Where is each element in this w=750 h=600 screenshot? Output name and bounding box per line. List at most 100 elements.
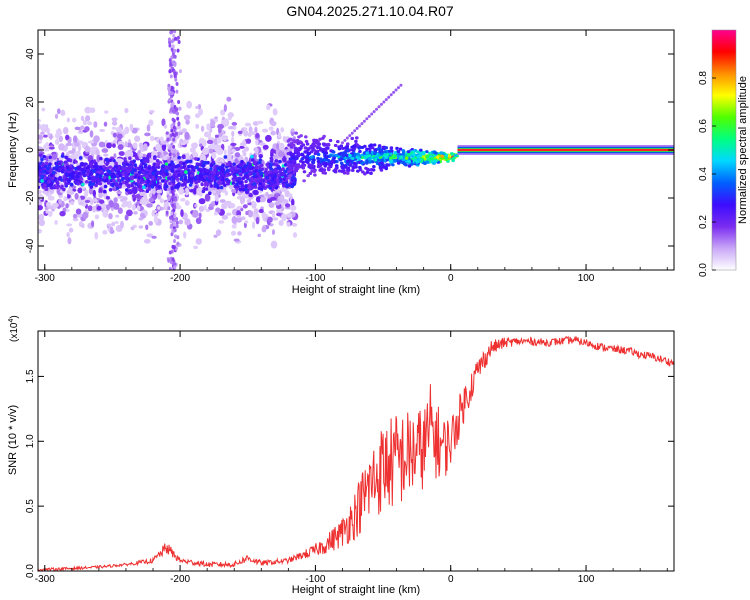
heatmap-cell <box>39 153 43 158</box>
heatmap-cell <box>117 207 123 214</box>
heatmap-cell <box>152 188 156 195</box>
heatmap-cell <box>251 200 255 207</box>
heatmap-cell <box>242 151 247 157</box>
heatmap-cell <box>272 183 276 188</box>
heatmap-cell <box>47 210 53 217</box>
heatmap-cell <box>104 110 109 114</box>
heatmap-cell <box>339 157 344 161</box>
heatmap-cell <box>391 163 395 167</box>
heatmap-cell <box>133 163 137 167</box>
heatmap-cell <box>170 55 174 60</box>
heatmap-cell <box>214 144 218 152</box>
heatmap-cell <box>356 152 360 156</box>
heatmap-cell <box>345 148 350 153</box>
heatmap-cell <box>342 164 347 168</box>
heatmap-cell <box>165 166 169 170</box>
heatmap-cell <box>71 171 76 175</box>
heatmap-cell <box>120 177 125 182</box>
heatmap-cell <box>116 170 121 174</box>
heatmap-cell <box>122 196 128 201</box>
heatmap-cell <box>363 156 368 160</box>
heatmap-cell <box>188 183 193 187</box>
heatmap-cell <box>124 171 129 175</box>
heatmap-cell <box>58 135 64 143</box>
heatmap-cell <box>52 166 56 171</box>
heatmap-cell <box>383 150 388 154</box>
heatmap-cell <box>38 118 42 123</box>
heatmap-cell <box>216 166 220 171</box>
heatmap-cell <box>385 153 390 157</box>
heatmap-cell <box>168 172 172 177</box>
heatmap-cell <box>345 142 350 146</box>
heatmap-cell <box>240 208 244 212</box>
heatmap-cell <box>134 135 141 142</box>
y-tick-label: -40 <box>25 238 36 253</box>
heatmap-cell <box>312 148 316 152</box>
heatmap-cell <box>374 155 379 159</box>
heatmap-cell <box>95 149 100 156</box>
heatmap-cell <box>333 170 338 174</box>
heatmap-cell <box>185 152 190 160</box>
heatmap-cell <box>373 158 378 162</box>
heatmap-cell <box>214 134 219 138</box>
heatmap-cell <box>214 194 219 202</box>
heatmap-cell <box>195 123 200 129</box>
heatmap-cell <box>198 198 206 205</box>
heatmap-cell <box>171 257 175 262</box>
heatmap-cell <box>128 165 132 169</box>
heatmap-cell <box>322 147 326 152</box>
heatmap-cell <box>165 210 169 215</box>
heatmap-cell <box>378 166 383 170</box>
heatmap-cell <box>122 200 129 208</box>
heatmap-cell <box>298 140 303 144</box>
heatmap-cell <box>167 37 171 42</box>
heatmap-cell <box>326 162 331 166</box>
heatmap-cell <box>396 161 401 165</box>
heatmap-cell <box>125 178 130 183</box>
heatmap-cell <box>114 161 118 166</box>
heatmap-cell <box>291 152 296 157</box>
heatmap-cell <box>200 182 204 187</box>
heatmap-cell <box>369 143 374 147</box>
heatmap-cell <box>360 161 364 165</box>
heatmap-cell <box>173 62 177 67</box>
heatmap-cell <box>166 137 170 142</box>
heatmap-cell <box>132 142 138 149</box>
heatmap-cell <box>171 60 175 65</box>
heatmap-cell <box>316 159 321 164</box>
heatmap-cell <box>146 233 153 238</box>
heatmap-cell <box>67 139 72 144</box>
heatmap-cell <box>107 223 112 227</box>
heatmap-cell <box>270 240 278 249</box>
heatmap-cell <box>165 131 169 135</box>
heatmap-cell <box>306 174 311 178</box>
heatmap-cell <box>98 141 105 148</box>
heatmap-cell <box>372 143 377 147</box>
heatmap-cell <box>152 156 157 161</box>
heatmap-cell <box>302 179 306 183</box>
heatmap-cell <box>38 219 46 227</box>
heatmap-cell <box>80 162 84 167</box>
heatmap-cell <box>98 192 103 199</box>
heatmap-cell <box>367 157 372 161</box>
heatmap-cell <box>62 126 69 135</box>
heatmap-cell <box>143 238 151 244</box>
heatmap-cell <box>61 165 65 169</box>
heatmap-cell <box>38 155 41 163</box>
heatmap-cell <box>198 177 203 181</box>
heatmap-cell <box>372 151 377 156</box>
heatmap-cell <box>341 153 345 158</box>
heatmap-cell <box>134 182 138 186</box>
heatmap-cell <box>93 121 98 128</box>
heatmap-cell <box>98 174 103 178</box>
heatmap-cell <box>54 220 58 225</box>
heatmap-cell <box>202 160 206 165</box>
heatmap-cell <box>270 153 274 157</box>
heatmap-cell <box>216 147 224 156</box>
heatmap-cell <box>268 183 273 188</box>
heatmap-cell <box>103 166 108 171</box>
heatmap-cell <box>58 143 65 151</box>
heatmap-cell <box>184 170 188 174</box>
heatmap-cell <box>175 185 180 189</box>
